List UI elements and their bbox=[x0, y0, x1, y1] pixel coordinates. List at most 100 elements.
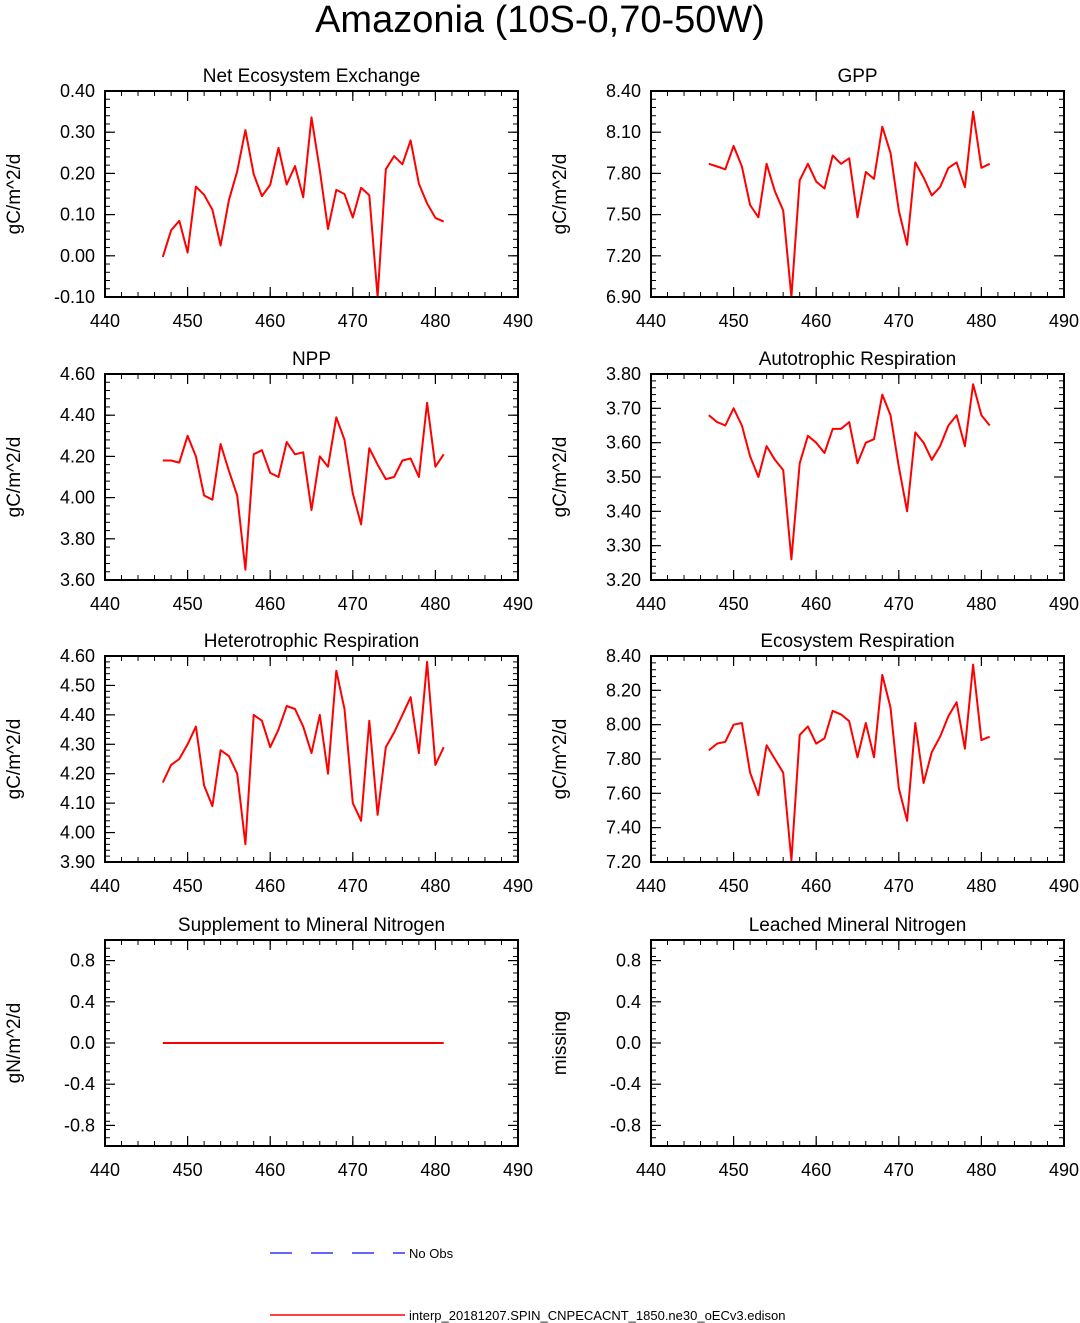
x-tick-label: 450 bbox=[173, 594, 203, 614]
y-axis-label: gC/m^2/d bbox=[4, 154, 25, 235]
x-tick-label: 440 bbox=[636, 311, 666, 331]
y-tick-label: 3.30 bbox=[606, 536, 641, 556]
x-tick-label: 470 bbox=[338, 311, 368, 331]
x-tick-label: 470 bbox=[338, 876, 368, 896]
series-line bbox=[708, 110, 991, 298]
y-tick-label: 4.50 bbox=[60, 675, 95, 695]
y-tick-label: 0.0 bbox=[616, 1033, 641, 1053]
y-tick-label: 7.60 bbox=[606, 783, 641, 803]
y-axis-label: gN/m^2/d bbox=[4, 1003, 25, 1084]
y-tick-label: -0.8 bbox=[64, 1115, 95, 1135]
panel-title: Autotrophic Respiration bbox=[759, 349, 957, 370]
x-tick-label: 460 bbox=[801, 594, 831, 614]
x-tick-label: 440 bbox=[636, 594, 666, 614]
panel-title: Leached Mineral Nitrogen bbox=[749, 915, 967, 936]
y-tick-label: 4.00 bbox=[60, 823, 95, 843]
x-tick-label: 460 bbox=[255, 311, 285, 331]
figure-title: Amazonia (10S-0,70-50W) bbox=[315, 0, 765, 41]
plot-frame bbox=[650, 90, 1065, 298]
x-tick-label: 460 bbox=[255, 1160, 285, 1180]
y-tick-label: 6.90 bbox=[606, 287, 641, 307]
legend-model-label: interp_20181207.SPIN_CNPECACNT_1850.ne30… bbox=[409, 1308, 786, 1323]
x-tick-label: 440 bbox=[90, 876, 120, 896]
x-tick-label: 450 bbox=[719, 594, 749, 614]
panels: Net Ecosystem Exchange gC/m^2/d 440 450 460 4… bbox=[4, 66, 1079, 1180]
legend: No Obs interp_20181207.SPIN_CNPECACNT_18… bbox=[270, 1246, 786, 1323]
series-line bbox=[708, 383, 991, 561]
y-tick-label: -0.4 bbox=[64, 1074, 95, 1094]
chart-panel-0: Net Ecosystem Exchange gC/m^2/d 440 450 460 4… bbox=[4, 66, 533, 331]
x-tick-label: 440 bbox=[636, 1160, 666, 1180]
series-line bbox=[708, 663, 991, 862]
x-tick-label: 450 bbox=[173, 876, 203, 896]
y-tick-label: 3.90 bbox=[60, 852, 95, 872]
x-tick-label: 480 bbox=[420, 594, 450, 614]
x-tick-label: 480 bbox=[420, 1160, 450, 1180]
plot-frame bbox=[650, 373, 1065, 581]
y-tick-label: 4.20 bbox=[60, 764, 95, 784]
y-tick-label: 3.60 bbox=[606, 433, 641, 453]
plot-frame bbox=[650, 939, 1065, 1147]
plot-frame bbox=[104, 90, 519, 298]
y-tick-label: 4.10 bbox=[60, 793, 95, 813]
x-tick-label: 450 bbox=[173, 1160, 203, 1180]
y-tick-label: 0.8 bbox=[70, 951, 95, 971]
x-tick-label: 460 bbox=[255, 594, 285, 614]
y-axis-label: gC/m^2/d bbox=[4, 437, 25, 518]
x-tick-label: 490 bbox=[503, 1160, 533, 1180]
y-tick-label: 3.70 bbox=[606, 398, 641, 418]
series-line bbox=[162, 401, 445, 571]
x-tick-label: 450 bbox=[719, 311, 749, 331]
x-tick-label: 470 bbox=[884, 311, 914, 331]
y-tick-label: 8.00 bbox=[606, 715, 641, 735]
panel-title: Heterotrophic Respiration bbox=[204, 631, 419, 652]
x-tick-label: 490 bbox=[503, 311, 533, 331]
x-tick-label: 490 bbox=[503, 594, 533, 614]
x-tick-label: 490 bbox=[1049, 1160, 1079, 1180]
y-tick-label: 0.8 bbox=[616, 951, 641, 971]
x-tick-label: 490 bbox=[1049, 311, 1079, 331]
x-tick-label: 480 bbox=[966, 1160, 996, 1180]
x-tick-label: 480 bbox=[966, 876, 996, 896]
y-tick-label: 0.40 bbox=[60, 81, 95, 101]
y-tick-label: 8.40 bbox=[606, 81, 641, 101]
x-tick-label: 440 bbox=[90, 311, 120, 331]
y-tick-label: 8.20 bbox=[606, 680, 641, 700]
chart-panel-2: NPP gC/m^2/d 440 450 460 470 480 490 3.60 3.80 4.0… bbox=[4, 349, 533, 614]
y-tick-label: 7.80 bbox=[606, 749, 641, 769]
y-tick-label: 3.80 bbox=[60, 529, 95, 549]
y-tick-label: 3.60 bbox=[60, 570, 95, 590]
x-tick-label: 460 bbox=[801, 1160, 831, 1180]
y-tick-label: 7.40 bbox=[606, 818, 641, 838]
y-tick-label: -0.10 bbox=[54, 287, 95, 307]
y-axis-label: gC/m^2/d bbox=[4, 719, 25, 800]
y-tick-label: 4.40 bbox=[60, 705, 95, 725]
x-tick-label: 470 bbox=[884, 594, 914, 614]
x-tick-label: 480 bbox=[966, 594, 996, 614]
x-tick-label: 480 bbox=[420, 311, 450, 331]
x-tick-label: 470 bbox=[884, 1160, 914, 1180]
chart-panel-5: Ecosystem Respiration gC/m^2/d 440 450 460 47… bbox=[550, 631, 1079, 896]
chart-panel-3: Autotrophic Respiration gC/m^2/d 440 450 460… bbox=[550, 349, 1079, 614]
x-tick-label: 450 bbox=[173, 311, 203, 331]
y-tick-label: 7.20 bbox=[606, 246, 641, 266]
y-axis-label: gC/m^2/d bbox=[550, 437, 571, 518]
y-tick-label: 4.20 bbox=[60, 446, 95, 466]
y-tick-label: 7.50 bbox=[606, 205, 641, 225]
y-tick-label: 4.40 bbox=[60, 405, 95, 425]
plot-frame bbox=[104, 939, 519, 1147]
y-axis-label: missing bbox=[550, 1011, 571, 1075]
chart-panel-4: Heterotrophic Respiration gC/m^2/d 440 450 4… bbox=[4, 631, 533, 896]
x-tick-label: 450 bbox=[719, 876, 749, 896]
y-tick-label: 3.50 bbox=[606, 467, 641, 487]
y-tick-label: 7.20 bbox=[606, 852, 641, 872]
x-tick-label: 480 bbox=[420, 876, 450, 896]
x-tick-label: 470 bbox=[338, 594, 368, 614]
plot-frame bbox=[104, 655, 519, 863]
chart-panel-7: Leached Mineral Nitrogen missing 440 450 460… bbox=[550, 915, 1079, 1180]
y-tick-label: -0.8 bbox=[610, 1115, 641, 1135]
legend-obs-label: No Obs bbox=[409, 1246, 454, 1261]
x-tick-label: 490 bbox=[1049, 594, 1079, 614]
x-tick-label: 440 bbox=[90, 594, 120, 614]
x-tick-label: 450 bbox=[719, 1160, 749, 1180]
